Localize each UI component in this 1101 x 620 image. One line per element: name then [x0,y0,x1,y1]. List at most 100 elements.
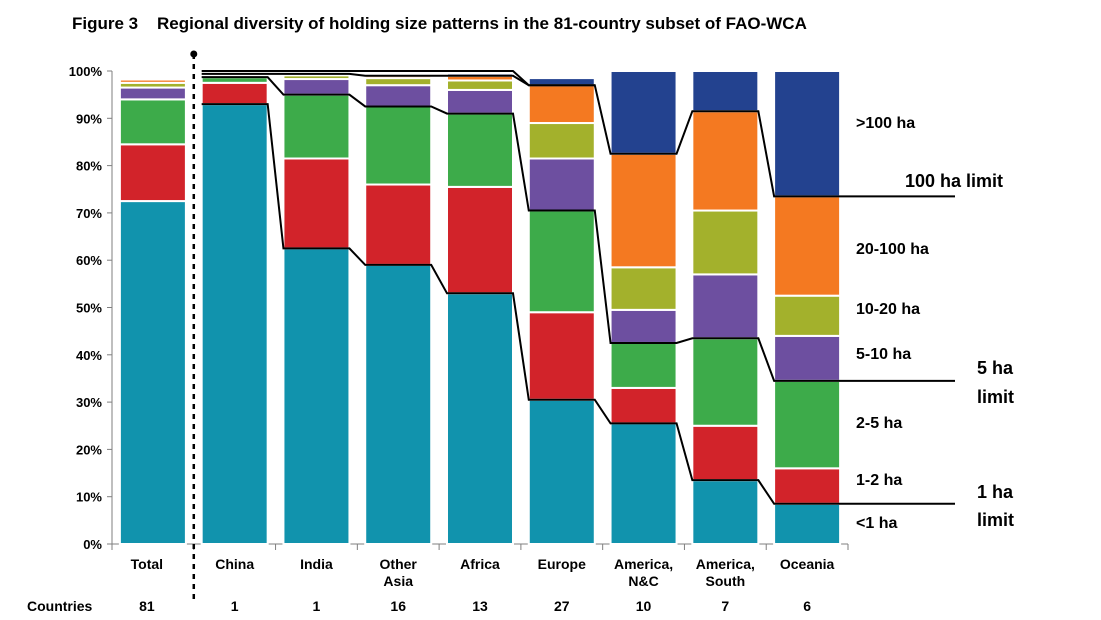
x-tick-label: Africa [460,556,500,572]
bar-segment [364,183,433,266]
axes: 0% 10% 20% 30% 40% 50% 60% 70% 80% 90% 100% [69,50,849,600]
y-tick-label: 80% [76,159,102,174]
x-tick-label: Total [131,556,163,572]
bar-segment [118,98,187,146]
x-tick-label: Europe [538,556,586,572]
y-tick-label: 30% [76,395,102,410]
bar-segment [446,292,514,545]
bar-segment [446,112,514,188]
limit-lines [201,70,955,505]
bar-segment [609,152,678,269]
bar-segment [609,386,678,425]
series-label: >100 ha [856,115,915,132]
y-tick-label: 60% [76,253,102,268]
separator-dot [190,50,198,58]
series-label: 5-10 ha [856,346,911,363]
bar-segment [773,294,842,337]
country-count: 1 [313,598,321,614]
bar-segment [773,195,842,297]
bar-segment [200,81,269,106]
bar-segment [691,110,760,212]
bar-segment [118,200,187,545]
limit-label-5ha-word: limit [977,387,1014,407]
bar-segment [282,78,351,96]
series-label: <1 ha [856,515,897,532]
bar-segment [691,479,760,545]
top-outline [201,70,595,87]
bar-segment [364,263,433,545]
bar-segment [364,105,433,186]
bar-segment [282,93,351,160]
limit-label-1ha-word: limit [977,510,1014,530]
bar-segment [773,334,842,382]
y-tick-label: 70% [76,206,102,221]
x-tick-label: China [215,556,254,572]
bar-segment [609,308,678,344]
bar-segment [691,424,760,482]
countries-row-label: Countries [27,598,93,614]
bar-segment [691,70,760,113]
country-count: 13 [472,598,488,614]
series-label: 2-5 ha [856,415,902,432]
bar-segment [609,266,678,311]
bar-segment [364,84,433,108]
y-tick-label: 0% [83,537,102,552]
bar-segment [446,79,514,91]
x-tick-label: Other Asia [380,556,418,589]
x-tick-label: America, N&C [614,556,673,589]
series-label: 20-100 ha [856,241,929,258]
limit-label-1ha: 1 ha [977,482,1014,502]
bar-segment [527,84,596,125]
bar-segment [527,77,596,87]
bar-segment [691,337,760,427]
x-tick-label: Oceania [780,556,835,572]
bar-segment [364,77,433,87]
limit-label-5ha: 5 ha [977,358,1014,378]
x-tick-label: America, South [696,556,755,589]
bar-segment [527,398,596,545]
bar-segment [118,143,187,203]
bar-segment [527,209,596,314]
bar-segment [118,77,187,81]
series-label: 1-2 ha [856,472,902,489]
bar-segment [773,467,842,505]
bar-segment [446,88,514,115]
bar-segment [118,86,187,101]
bar-segment [691,209,760,276]
bar-segment [609,422,678,546]
country-count: 16 [390,598,406,614]
bar-segment [200,103,269,546]
y-tick-label: 10% [76,490,102,505]
bar-segment [446,185,514,295]
country-count: 7 [721,598,729,614]
x-tick-label: India [300,556,333,572]
y-tick-label: 40% [76,348,102,363]
bar-segment [527,122,596,160]
y-tick-label: 20% [76,442,102,457]
country-count: 10 [636,598,652,614]
country-count: 81 [139,598,155,614]
limit-line [201,76,955,382]
bar-segment [773,502,842,546]
bar-segment [691,273,760,340]
country-count: 1 [231,598,239,614]
chart-title: Figure 3 Regional diversity of holding s… [72,14,807,33]
bar-segment [527,157,596,212]
series-label: 10-20 ha [856,301,920,318]
limit-line [201,103,955,505]
country-count: 6 [803,598,811,614]
country-count: 27 [554,598,570,614]
bar-segment [773,70,842,198]
labels: Total China India Other Asia Africa Europe Amer… [27,115,1014,614]
bar-segment [527,311,596,401]
limit-label-100ha: 100 ha limit [905,171,1003,191]
bar-segment [609,341,678,389]
y-tick-label: 50% [76,301,102,316]
bar-segment [773,379,842,470]
bar-segment [282,157,351,250]
bar-segment [282,247,351,545]
bars [118,70,842,546]
bar-segment [609,70,678,155]
y-tick-label: 100% [69,64,103,79]
